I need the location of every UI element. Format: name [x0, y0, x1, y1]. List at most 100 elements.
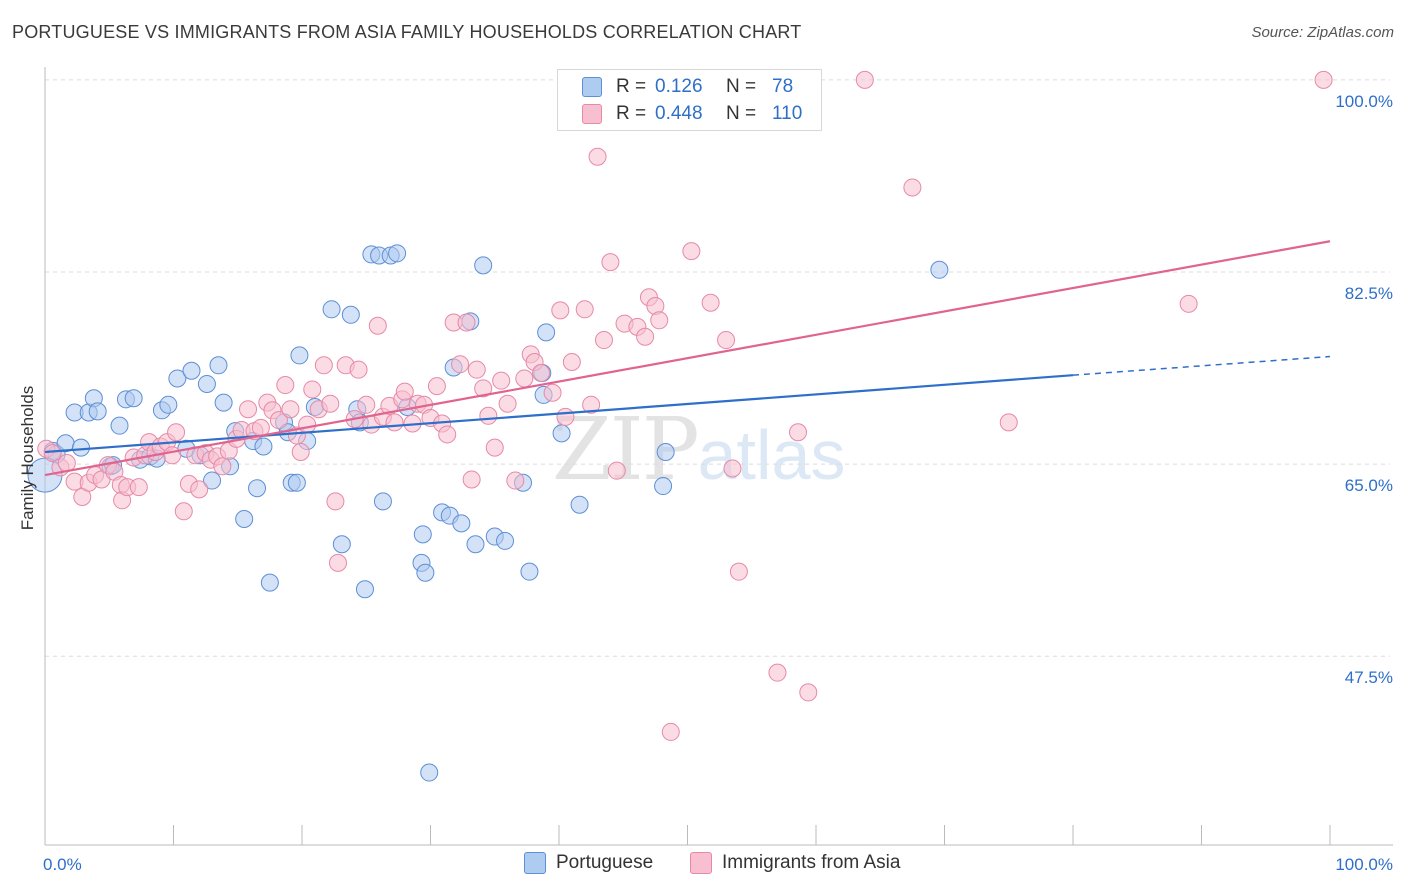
data-point-asia: [163, 446, 182, 465]
data-point-asia: [474, 379, 493, 398]
data-point-portuguese: [496, 531, 515, 550]
data-point-portuguese: [388, 244, 407, 263]
data-point-asia: [723, 459, 742, 478]
data-point-portuguese: [88, 402, 107, 421]
data-point-asia: [682, 242, 701, 261]
stats-swatch-portuguese: [582, 77, 602, 97]
y-tick-label: 82.5%: [1345, 284, 1393, 303]
data-point-portuguese: [260, 573, 279, 592]
data-point-asia: [43, 444, 62, 463]
data-point-asia: [239, 400, 258, 419]
trend-line-portuguese-extension: [1072, 355, 1331, 376]
data-point-portuguese: [248, 479, 267, 498]
data-point-asia: [349, 360, 368, 379]
data-point-asia: [551, 301, 570, 320]
data-point-asia: [575, 300, 594, 319]
data-point-asia: [492, 371, 511, 390]
stats-r-value: 0.448: [655, 103, 703, 124]
data-point-portuguese: [322, 300, 341, 319]
data-point-asia: [594, 331, 613, 350]
correlation-stats-box: R = 0.126 N = 78 R = 0.448 N = 110: [557, 69, 822, 131]
data-point-asia: [174, 502, 193, 521]
data-point-asia: [281, 400, 300, 419]
data-point-asia: [467, 360, 486, 379]
data-point-asia: [506, 471, 525, 490]
data-point-portuguese: [197, 374, 216, 393]
data-point-portuguese: [168, 369, 187, 388]
data-point-asia: [999, 413, 1018, 432]
data-point-asia: [498, 394, 517, 413]
data-point-asia: [438, 425, 457, 444]
watermark: ZIPatlas: [552, 400, 845, 500]
data-point-asia: [385, 413, 404, 432]
stats-r-label: R =: [616, 76, 647, 97]
x-tick-label: 100.0%: [1335, 855, 1393, 874]
data-point-asia: [298, 415, 317, 434]
data-point-portuguese: [182, 361, 201, 380]
data-point-asia: [314, 356, 333, 375]
data-point-portuguese: [254, 437, 273, 456]
data-point-asia: [601, 253, 620, 272]
data-point-asia: [321, 394, 340, 413]
data-point-asia: [479, 406, 498, 425]
data-point-portuguese: [413, 525, 432, 544]
legend-swatch-portuguese: [524, 852, 546, 874]
data-point-asia: [451, 355, 470, 374]
data-point-portuguese: [373, 492, 392, 511]
data-point-asia: [582, 395, 601, 414]
data-point-portuguese: [355, 580, 374, 599]
data-point-portuguese: [520, 562, 539, 581]
data-point-asia: [129, 478, 148, 497]
y-axis-label: Family Households: [18, 385, 37, 531]
legend-label-asia: Immigrants from Asia: [722, 852, 901, 873]
data-point-portuguese: [656, 443, 675, 462]
data-point-portuguese: [537, 323, 556, 342]
data-point-portuguese: [654, 477, 673, 496]
data-point-portuguese: [209, 356, 228, 375]
data-point-asia: [328, 553, 347, 572]
data-point-portuguese: [452, 514, 471, 533]
stats-swatch-asia: [582, 104, 602, 124]
data-point-portuguese: [287, 473, 306, 492]
data-point-portuguese: [235, 509, 254, 528]
data-point-asia: [607, 461, 626, 480]
data-point-asia: [855, 70, 874, 89]
data-point-asia: [701, 293, 720, 312]
data-point-portuguese: [341, 305, 360, 324]
data-point-asia: [532, 363, 551, 382]
data-point-asia: [485, 438, 504, 457]
chart-title: PORTUGUESE VS IMMIGRANTS FROM ASIA FAMIL…: [12, 22, 802, 42]
data-point-asia: [213, 457, 232, 476]
data-point-asia: [357, 395, 376, 414]
data-point-portuguese: [124, 389, 143, 408]
source-label: Source: ZipAtlas.com: [1251, 24, 1394, 41]
legend-item-portuguese[interactable]: Portuguese: [524, 852, 653, 874]
data-point-asia: [303, 380, 322, 399]
data-point-asia: [515, 369, 534, 388]
data-point-portuguese: [420, 763, 439, 782]
legend-label-portuguese: Portuguese: [556, 852, 654, 873]
data-point-asia: [1179, 294, 1198, 313]
trend-line-portuguese: [44, 374, 1074, 454]
watermark-atlas: atlas: [697, 416, 846, 494]
watermark-zip: ZIP: [552, 400, 700, 500]
data-point-portuguese: [570, 495, 589, 514]
data-point-portuguese: [332, 535, 351, 554]
legend: Portuguese Immigrants from Asia: [0, 852, 1406, 878]
x-tick-label: 0.0%: [43, 855, 82, 874]
data-point-portuguese: [930, 260, 949, 279]
data-point-asia: [1314, 70, 1333, 89]
data-point-asia: [457, 313, 476, 332]
data-point-asia: [588, 147, 607, 166]
data-point-asia: [650, 311, 669, 330]
data-point-asia: [636, 327, 655, 346]
legend-item-asia[interactable]: Immigrants from Asia: [690, 852, 900, 874]
data-point-asia: [556, 407, 575, 426]
data-point-asia: [789, 423, 808, 442]
data-point-portuguese: [159, 395, 178, 414]
stats-n-value: 78: [772, 76, 794, 97]
data-point-portuguese: [474, 256, 493, 275]
data-point-asia: [661, 722, 680, 741]
y-tick-label: 100.0%: [1335, 92, 1393, 111]
y-tick-label: 47.5%: [1345, 668, 1393, 687]
